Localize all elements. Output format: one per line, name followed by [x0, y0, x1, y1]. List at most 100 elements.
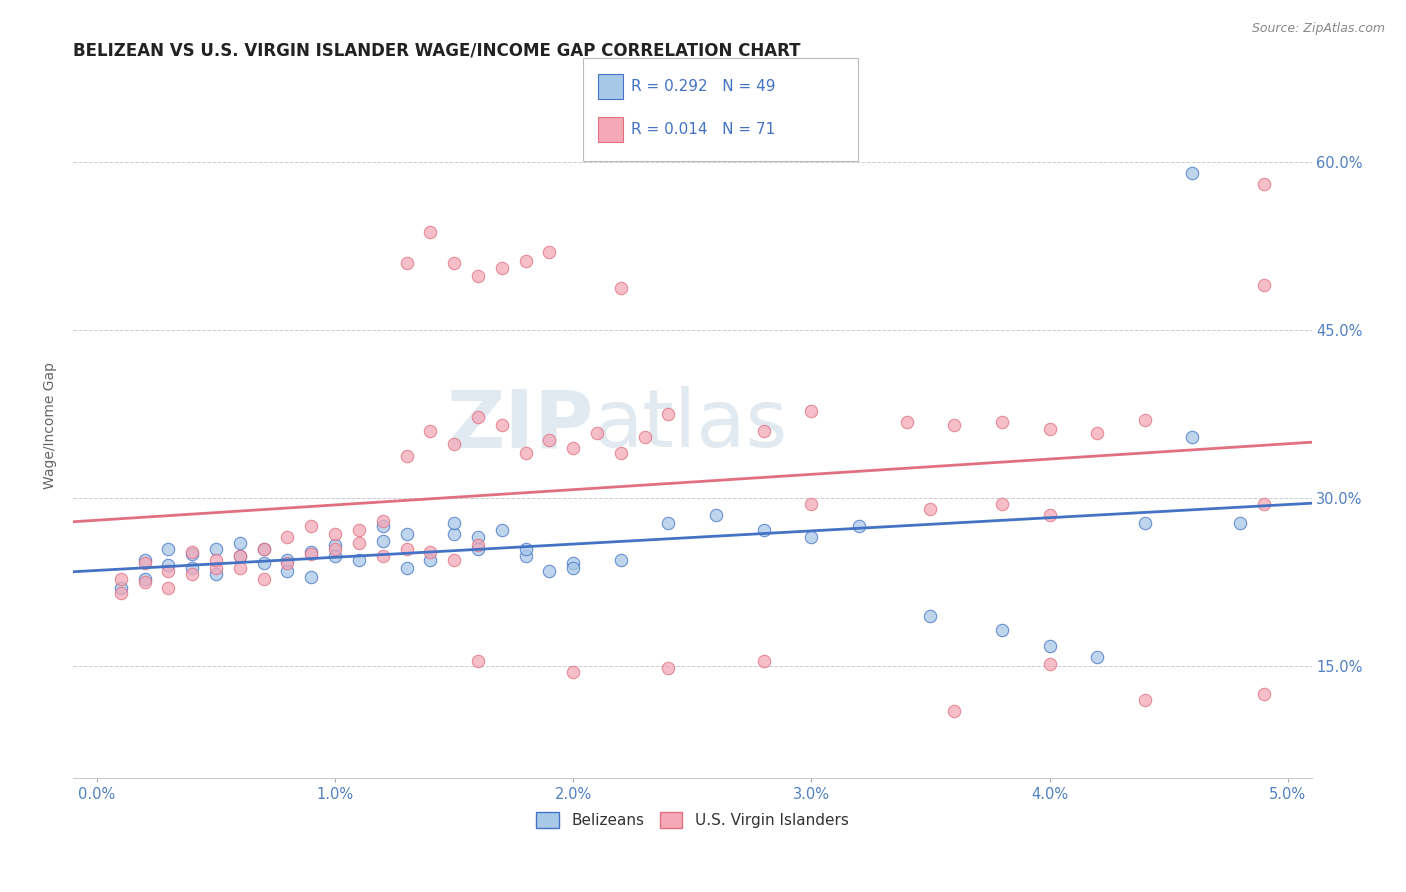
Point — [276, 556, 298, 570]
Point — [752, 654, 775, 668]
Point — [562, 556, 585, 570]
Point — [1085, 650, 1108, 665]
Point — [395, 527, 418, 541]
Point — [1038, 639, 1060, 653]
Point — [229, 549, 252, 564]
Point — [1253, 278, 1275, 293]
Point — [134, 575, 156, 590]
Point — [610, 280, 633, 294]
Point — [943, 418, 966, 433]
Point — [299, 519, 322, 533]
Point — [515, 446, 537, 460]
Point — [562, 560, 585, 574]
Point — [395, 541, 418, 556]
Point — [1038, 508, 1060, 522]
Point — [1229, 516, 1251, 530]
Point — [800, 530, 823, 544]
Point — [491, 523, 513, 537]
Point — [276, 553, 298, 567]
Point — [752, 424, 775, 438]
Point — [181, 547, 204, 561]
Point — [419, 225, 441, 239]
Point — [419, 424, 441, 438]
Point — [299, 547, 322, 561]
Point — [323, 538, 346, 552]
Point — [896, 415, 918, 429]
Point — [920, 502, 942, 516]
Point — [920, 608, 942, 623]
Point — [1133, 413, 1156, 427]
Point — [395, 256, 418, 270]
Point — [848, 519, 870, 533]
Point — [491, 418, 513, 433]
Point — [657, 661, 679, 675]
Point — [1085, 426, 1108, 441]
Point — [1253, 178, 1275, 192]
Point — [1253, 687, 1275, 701]
Point — [467, 541, 489, 556]
Point — [562, 441, 585, 455]
Point — [467, 530, 489, 544]
Point — [657, 516, 679, 530]
Point — [515, 253, 537, 268]
Point — [323, 541, 346, 556]
Point — [1133, 516, 1156, 530]
Point — [181, 567, 204, 582]
Point — [443, 527, 465, 541]
Point — [347, 523, 370, 537]
Point — [371, 519, 394, 533]
Point — [610, 553, 633, 567]
Point — [323, 549, 346, 564]
Point — [371, 514, 394, 528]
Point — [1133, 693, 1156, 707]
Point — [800, 497, 823, 511]
Point — [110, 572, 132, 586]
Point — [205, 567, 228, 582]
Point — [800, 403, 823, 417]
Point — [181, 545, 204, 559]
Point — [347, 553, 370, 567]
Point — [371, 533, 394, 548]
Point — [491, 261, 513, 276]
Point — [443, 553, 465, 567]
Point — [157, 558, 180, 573]
Point — [323, 527, 346, 541]
Point — [252, 572, 274, 586]
Point — [657, 407, 679, 421]
Point — [252, 541, 274, 556]
Point — [276, 530, 298, 544]
Point — [443, 256, 465, 270]
Point — [299, 569, 322, 583]
Point — [467, 410, 489, 425]
Point — [467, 269, 489, 284]
Point — [229, 549, 252, 564]
Point — [229, 560, 252, 574]
Point — [1253, 497, 1275, 511]
Point — [610, 446, 633, 460]
Point — [181, 560, 204, 574]
Point — [157, 564, 180, 578]
Point — [110, 581, 132, 595]
Point — [134, 556, 156, 570]
Point — [515, 541, 537, 556]
Text: R = 0.292   N = 49: R = 0.292 N = 49 — [631, 79, 776, 94]
Point — [395, 449, 418, 463]
Point — [467, 654, 489, 668]
Point — [538, 564, 561, 578]
Point — [395, 560, 418, 574]
Text: R = 0.014   N = 71: R = 0.014 N = 71 — [631, 122, 776, 136]
Point — [205, 560, 228, 574]
Point — [252, 541, 274, 556]
Point — [991, 497, 1014, 511]
Point — [704, 508, 727, 522]
Text: Source: ZipAtlas.com: Source: ZipAtlas.com — [1251, 22, 1385, 36]
Point — [443, 437, 465, 451]
Point — [467, 538, 489, 552]
Point — [1038, 657, 1060, 671]
Point — [515, 549, 537, 564]
Y-axis label: Wage/Income Gap: Wage/Income Gap — [44, 362, 58, 489]
Point — [347, 536, 370, 550]
Point — [634, 429, 657, 443]
Point — [562, 665, 585, 679]
Point — [229, 536, 252, 550]
